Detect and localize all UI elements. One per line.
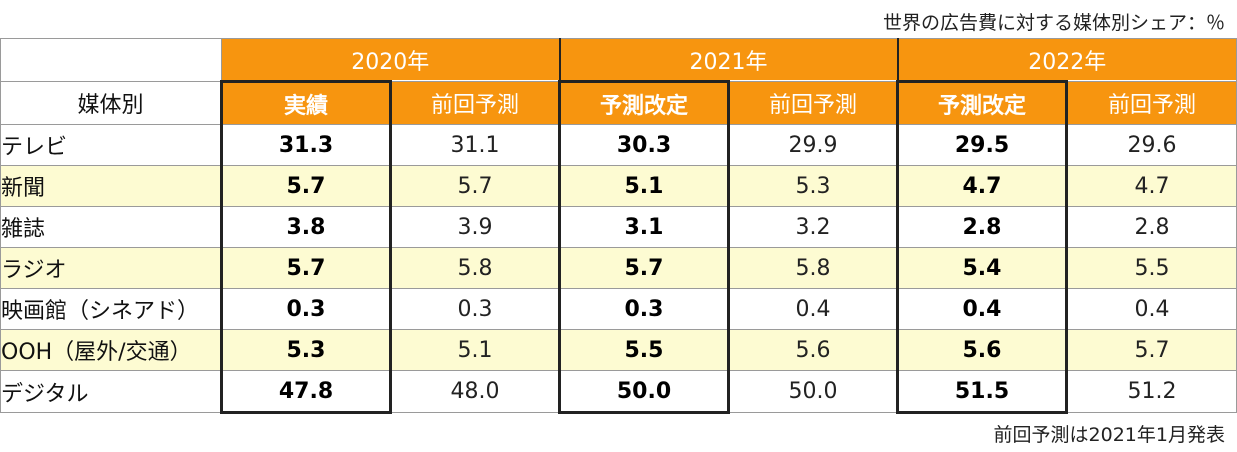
value-cell-2022-revised: 51.5 — [896, 370, 1068, 414]
year-header-2021: 2021年 — [558, 38, 898, 82]
value-cell-2021-revised: 5.7 — [558, 247, 730, 289]
value-cell-2021-revised: 30.3 — [558, 124, 730, 166]
footnote: 前回予測は2021年1月発表 — [993, 424, 1225, 446]
sub-header-2022-revised: 予測改定 — [896, 80, 1068, 125]
value-cell-2020-previous: 48.0 — [390, 370, 560, 413]
table-row: ラジオ 5.7 5.8 5.7 5.8 5.4 5.5 — [0, 247, 1237, 289]
value-cell-2022-previous: 5.7 — [1066, 329, 1237, 371]
value-cell-2021-revised: 5.1 — [558, 165, 730, 207]
value-cell-2022-previous: 0.4 — [1066, 288, 1237, 330]
table-row: 雑誌 3.8 3.9 3.1 3.2 2.8 2.8 — [0, 206, 1237, 248]
value-cell-2020-previous: 5.1 — [390, 329, 560, 371]
year-header-row: 2020年 2021年 2022年 — [0, 38, 1237, 82]
media-share-table: 2020年 2021年 2022年 媒体別 実績 前回予測 予測改定 前回予測 … — [0, 38, 1237, 414]
value-cell-2022-previous: 4.7 — [1066, 165, 1237, 207]
sub-header-2020-actual: 実績 — [220, 80, 392, 125]
year-header-2020: 2020年 — [221, 38, 560, 82]
value-cell-2022-previous: 51.2 — [1066, 370, 1237, 413]
media-label: 映画館（シネアド） — [0, 288, 222, 330]
value-cell-2020-actual: 5.7 — [220, 247, 392, 289]
value-cell-2022-revised: 4.7 — [896, 165, 1068, 207]
table-row: OOH（屋外/交通） 5.3 5.1 5.5 5.6 5.6 5.7 — [0, 329, 1237, 371]
value-cell-2020-previous: 31.1 — [390, 124, 560, 166]
value-cell-2020-actual: 0.3 — [220, 288, 392, 330]
media-label: 新聞 — [0, 165, 222, 207]
value-cell-2020-actual: 5.7 — [220, 165, 392, 207]
value-cell-2020-actual: 47.8 — [220, 370, 392, 414]
value-cell-2021-revised: 3.1 — [558, 206, 730, 248]
value-cell-2021-revised: 50.0 — [558, 370, 730, 414]
value-cell-2020-actual: 31.3 — [220, 124, 392, 166]
table-caption: 世界の広告費に対する媒体別シェア：％ — [882, 12, 1225, 34]
value-cell-2021-revised: 0.3 — [558, 288, 730, 330]
sub-header-2021-revised: 予測改定 — [558, 80, 730, 125]
value-cell-2021-previous: 5.6 — [728, 329, 898, 371]
value-cell-2020-previous: 5.7 — [390, 165, 560, 207]
value-cell-2021-previous: 5.8 — [728, 247, 898, 289]
value-cell-2022-revised: 2.8 — [896, 206, 1068, 248]
media-column-header: 媒体別 — [0, 81, 222, 125]
value-cell-2022-previous: 2.8 — [1066, 206, 1237, 248]
table-row: 映画館（シネアド） 0.3 0.3 0.3 0.4 0.4 0.4 — [0, 288, 1237, 330]
value-cell-2022-previous: 5.5 — [1066, 247, 1237, 289]
value-cell-2022-revised: 5.6 — [896, 329, 1068, 371]
media-label: 雑誌 — [0, 206, 222, 248]
sub-header-row: 媒体別 実績 前回予測 予測改定 前回予測 予測改定 前回予測 — [0, 80, 1237, 125]
value-cell-2021-previous: 0.4 — [728, 288, 898, 330]
corner-cell — [0, 38, 222, 82]
value-cell-2020-previous: 5.8 — [390, 247, 560, 289]
value-cell-2022-previous: 29.6 — [1066, 124, 1237, 166]
media-label: OOH（屋外/交通） — [0, 329, 222, 371]
value-cell-2021-revised: 5.5 — [558, 329, 730, 371]
table-row: 新聞 5.7 5.7 5.1 5.3 4.7 4.7 — [0, 165, 1237, 207]
value-cell-2020-previous: 0.3 — [390, 288, 560, 330]
value-cell-2022-revised: 29.5 — [896, 124, 1068, 166]
value-cell-2021-previous: 5.3 — [728, 165, 898, 207]
value-cell-2021-previous: 29.9 — [728, 124, 898, 166]
value-cell-2021-previous: 3.2 — [728, 206, 898, 248]
value-cell-2020-actual: 5.3 — [220, 329, 392, 371]
sub-header-2022-previous: 前回予測 — [1066, 81, 1237, 125]
value-cell-2022-revised: 0.4 — [896, 288, 1068, 330]
media-label: ラジオ — [0, 247, 222, 289]
value-cell-2022-revised: 5.4 — [896, 247, 1068, 289]
media-label: デジタル — [0, 370, 222, 413]
value-cell-2020-previous: 3.9 — [390, 206, 560, 248]
year-header-2022: 2022年 — [896, 38, 1237, 82]
table-row: デジタル 47.8 48.0 50.0 50.0 51.5 51.2 — [0, 370, 1237, 414]
value-cell-2020-actual: 3.8 — [220, 206, 392, 248]
table-row: テレビ 31.3 31.1 30.3 29.9 29.5 29.6 — [0, 124, 1237, 166]
sub-header-2020-previous: 前回予測 — [390, 81, 560, 125]
sub-header-2021-previous: 前回予測 — [728, 81, 898, 125]
media-label: テレビ — [0, 124, 222, 166]
value-cell-2021-previous: 50.0 — [728, 370, 898, 413]
